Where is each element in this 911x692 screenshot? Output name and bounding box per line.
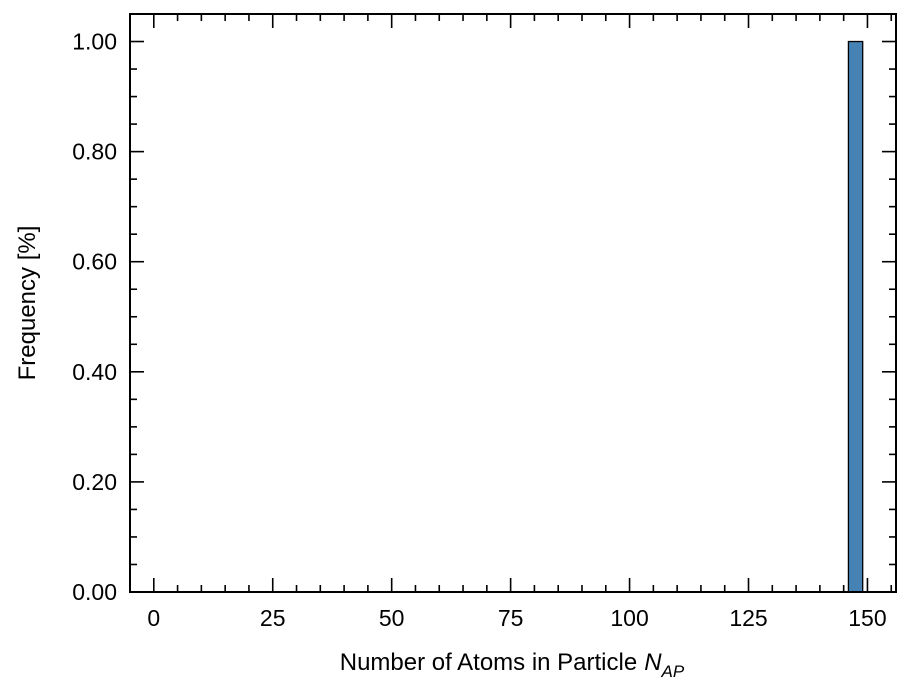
y-tick-label: 1.00 [72,29,117,55]
y-tick-label: 0.80 [72,139,117,165]
x-tick-labels: 0 25 50 75 100 125 150 [147,605,886,631]
x-tick-label: 150 [848,605,886,631]
x-axis-title: Number of Atoms in Particle NAP [340,649,685,681]
x-tick-label: 25 [260,605,286,631]
y-tick-label: 0.60 [72,249,117,275]
x-axis-label: Number of Atoms in Particle [340,649,637,676]
x-tick-label: 50 [379,605,405,631]
plot-marks [847,40,864,593]
x-tick-label: 75 [498,605,524,631]
x-axis-symbol: N [644,649,662,676]
y-tick-label: 0.20 [72,469,117,495]
x-tick-label: 100 [610,605,648,631]
x-axis-subscript: AP [661,662,685,681]
histogram-bar [847,40,864,593]
x-tick-label: 0 [147,605,160,631]
y-tick-label: 0.40 [72,359,117,385]
x-tick-label: 125 [729,605,767,631]
plot-frame [129,13,897,593]
axis-ticks [129,13,896,593]
y-tick-label: 0.00 [72,579,117,605]
y-axis-title: Frequency [%] [14,226,41,381]
y-tick-labels: 0.00 0.20 0.40 0.60 0.80 1.00 [72,29,117,605]
